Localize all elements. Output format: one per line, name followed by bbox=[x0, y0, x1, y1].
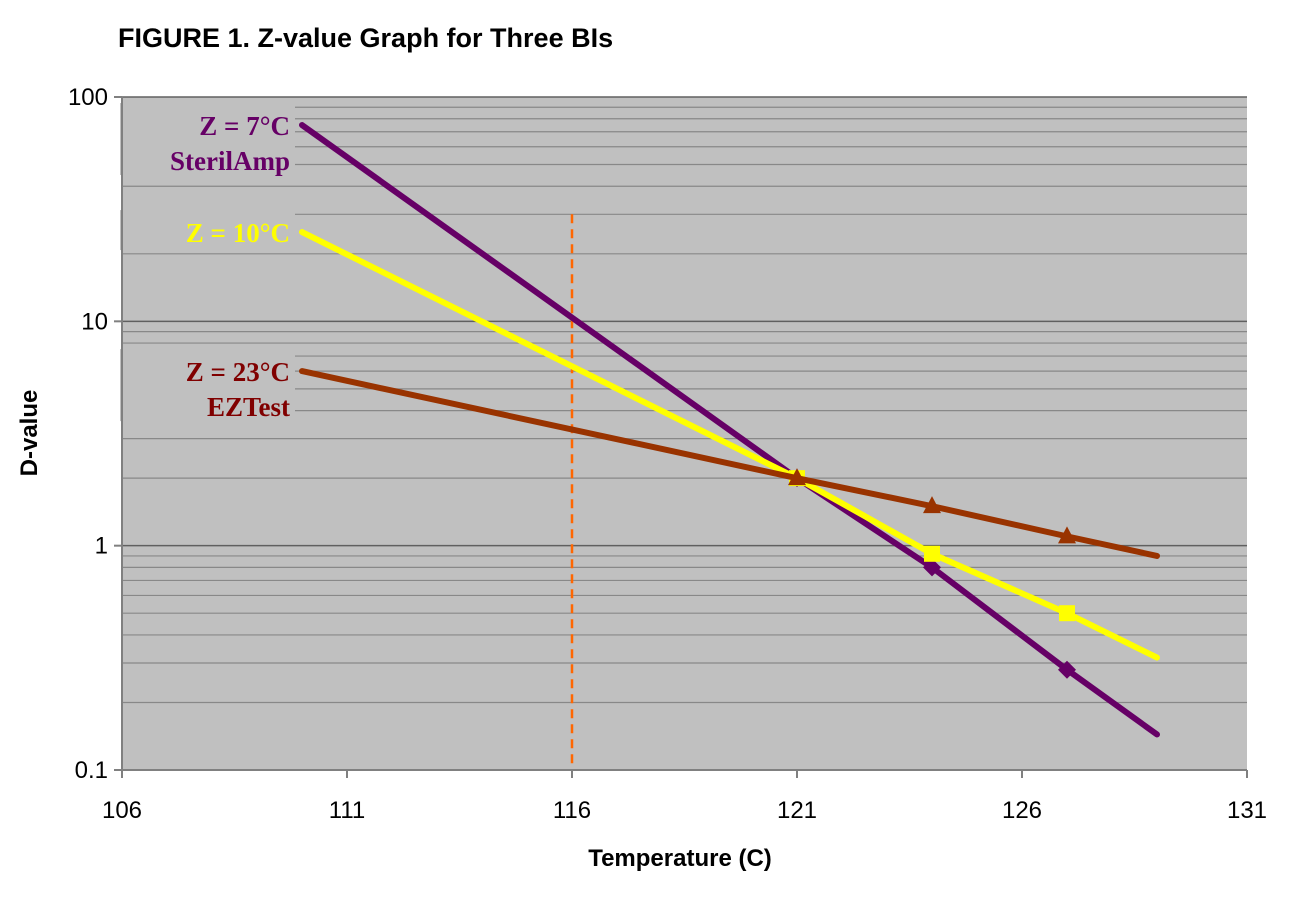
marker-triangle bbox=[788, 468, 806, 486]
marker-triangle bbox=[1058, 526, 1076, 544]
label-box bbox=[120, 349, 295, 422]
marker-diamond bbox=[923, 558, 941, 577]
y-tick-label: 10 bbox=[81, 308, 108, 335]
x-tick-label: 111 bbox=[329, 797, 365, 824]
marker-square bbox=[924, 545, 940, 562]
chart-title: FIGURE 1. Z-value Graph for Three BIs bbox=[118, 23, 613, 53]
series-z-label: Z = 7°C bbox=[199, 111, 290, 141]
y-tick-label: 100 bbox=[68, 84, 108, 111]
x-axis-label: Temperature (C) bbox=[588, 845, 772, 872]
x-tick-label: 106 bbox=[102, 797, 142, 824]
y-tick-label: 0.1 bbox=[75, 757, 108, 784]
x-tick-label: 121 bbox=[777, 797, 817, 824]
marker-diamond bbox=[1058, 660, 1076, 679]
label-box bbox=[120, 210, 295, 251]
x-tick-label: 131 bbox=[1227, 797, 1267, 824]
label-box bbox=[120, 103, 295, 176]
x-tick-label: 126 bbox=[1002, 797, 1042, 824]
plot-area bbox=[122, 97, 1247, 770]
x-tick-label: 116 bbox=[553, 797, 591, 824]
series-name-label: SterilAmp bbox=[170, 146, 290, 176]
series-z-label: Z = 10°C bbox=[186, 218, 290, 248]
y-tick-label: 1 bbox=[95, 533, 108, 560]
series-name-label: EZTest bbox=[207, 392, 290, 422]
marker-triangle bbox=[923, 496, 941, 514]
series-z-label: Z = 23°C bbox=[186, 357, 290, 387]
y-axis-label: D-value bbox=[16, 390, 43, 477]
marker-square bbox=[1059, 605, 1075, 622]
